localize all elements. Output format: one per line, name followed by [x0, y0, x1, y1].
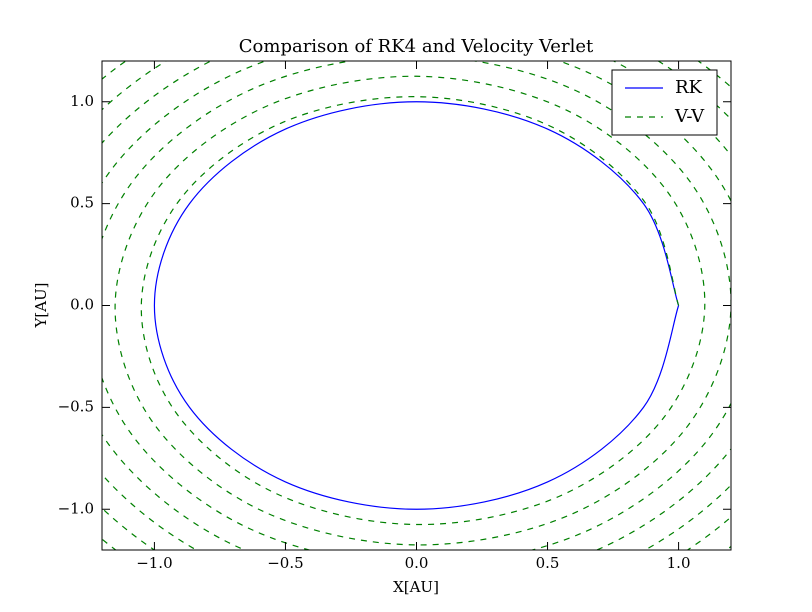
- x-tick-label: 0.0: [405, 554, 429, 572]
- y-tick-label: 0.0: [70, 296, 94, 314]
- y-tick-label: 1.0: [70, 92, 94, 110]
- series-line: [153, 101, 680, 510]
- x-tick-label: 1.0: [667, 554, 691, 572]
- x-axis-label: X[AU]: [393, 578, 439, 596]
- x-tick-label: 0.5: [536, 554, 560, 572]
- legend-label: RK: [675, 77, 703, 98]
- y-axis-label: Y[AU]: [32, 282, 50, 328]
- x-tick-label: −1.0: [136, 554, 172, 572]
- legend-label: V-V: [674, 106, 705, 127]
- y-tick-label: 0.5: [70, 194, 94, 212]
- chart-title: Comparison of RK4 and Velocity Verlet: [239, 36, 594, 57]
- x-tick-label: −0.5: [267, 554, 303, 572]
- y-tick-label: −0.5: [58, 397, 94, 415]
- legend-box: [611, 69, 718, 136]
- y-tick-label: −1.0: [58, 499, 94, 517]
